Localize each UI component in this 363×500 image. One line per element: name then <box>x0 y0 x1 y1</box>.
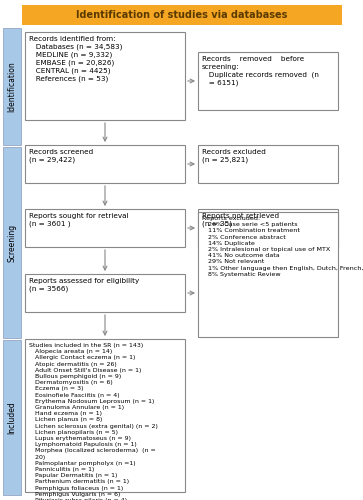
Bar <box>22 5 342 25</box>
Text: Identification of studies via databases: Identification of studies via databases <box>76 10 288 20</box>
Bar <box>25 32 185 120</box>
Bar <box>3 147 21 338</box>
Bar <box>25 339 185 492</box>
Text: Reports not retrieved
(n = 35): Reports not retrieved (n = 35) <box>202 213 279 227</box>
Bar <box>198 212 338 337</box>
Text: Reports excluded:
   26% Case serie <5 patients
   11% Combination treatment
   : Reports excluded: 26% Case serie <5 pati… <box>202 216 363 277</box>
Text: Studies included in the SR (n = 143)
   Alopecia areata (n = 14)
   Allergic Con: Studies included in the SR (n = 143) Alo… <box>29 343 158 500</box>
Text: Records identified from:
   Databases (n = 34,583)
   MEDLINE (n = 9,332)
   EMB: Records identified from: Databases (n = … <box>29 36 122 82</box>
Text: Identification: Identification <box>8 61 16 112</box>
Bar <box>3 340 21 495</box>
Text: Reports assessed for eligibility
(n = 3566): Reports assessed for eligibility (n = 35… <box>29 278 139 292</box>
Text: Records screened
(n = 29,422): Records screened (n = 29,422) <box>29 149 93 163</box>
Bar <box>3 28 21 145</box>
Bar <box>198 145 338 183</box>
Bar <box>198 52 338 110</box>
Bar <box>198 209 338 247</box>
Bar <box>25 145 185 183</box>
Bar <box>25 209 185 247</box>
Bar <box>25 274 185 312</box>
Text: Records excluded
(n = 25,821): Records excluded (n = 25,821) <box>202 149 266 163</box>
Text: Reports sought for retrieval
(n = 3601 ): Reports sought for retrieval (n = 3601 ) <box>29 213 129 227</box>
Text: Records    removed    before
screening:
   Duplicate records removed  (n
   = 61: Records removed before screening: Duplic… <box>202 56 319 86</box>
Text: Included: Included <box>8 401 16 434</box>
Text: Screening: Screening <box>8 224 16 262</box>
